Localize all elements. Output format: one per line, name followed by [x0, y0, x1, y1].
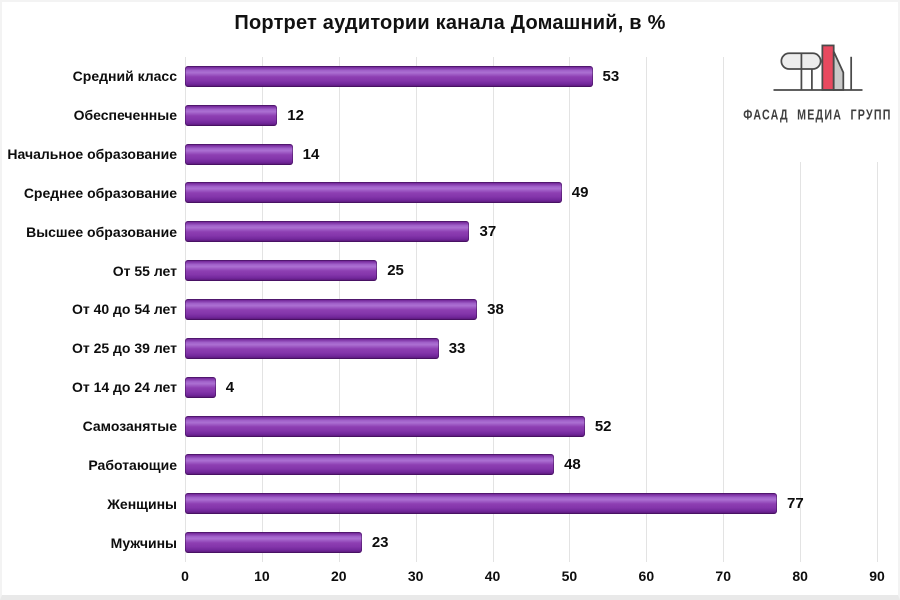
value-label: 53 — [602, 67, 620, 85]
bar-track: 4 — [185, 376, 877, 398]
bar-track: 77 — [185, 493, 877, 515]
category-label: Работающие — [88, 456, 177, 473]
bar — [185, 493, 778, 515]
gridline — [492, 57, 494, 562]
value-label: 52 — [594, 417, 612, 435]
value-label: 23 — [371, 534, 389, 552]
x-tick-label: 30 — [407, 568, 424, 584]
value-label: 77 — [787, 495, 804, 513]
bar-rows: Средний класс 53 Обеспеченные 12 Начальное о… — [2, 57, 900, 562]
bar — [185, 376, 216, 398]
bar-row: Самозанятые 52 — [2, 407, 900, 446]
bar — [185, 182, 562, 204]
bar-track: 14 — [185, 143, 877, 165]
x-tick-label: 60 — [638, 568, 655, 584]
x-tick-label: 40 — [484, 568, 501, 584]
bar — [185, 415, 585, 437]
value-label: 25 — [387, 262, 404, 280]
bar-track: 23 — [185, 532, 877, 554]
value-label: 38 — [487, 300, 504, 318]
x-tick-label: 70 — [715, 568, 732, 584]
bar — [185, 221, 470, 243]
x-tick-label: 0 — [181, 568, 189, 584]
bar-row: Мужчины 23 — [2, 523, 900, 562]
gridline — [723, 57, 725, 562]
bar-row: От 25 до 39 лет 33 — [2, 329, 900, 368]
value-label: 4 — [225, 378, 235, 396]
value-label: 14 — [302, 145, 320, 163]
bar — [185, 104, 278, 126]
bar — [185, 454, 555, 476]
x-tick-label: 90 — [869, 568, 885, 584]
bar-track: 25 — [185, 260, 877, 282]
fasad-media-grupp-logo: ФАСАД МЕДИА ГРУПП — [740, 36, 895, 162]
bar-track: 33 — [185, 337, 877, 359]
logo-monogram-icon — [772, 44, 863, 91]
category-label: Самозанятые — [82, 418, 177, 435]
category-label: Начальное образование — [7, 146, 177, 163]
bar-row: Среднее образование 49 — [2, 174, 900, 213]
bar — [185, 532, 362, 554]
bar-track: 53 — [185, 65, 877, 87]
bar — [185, 298, 478, 320]
bar-row: От 55 лет 25 — [2, 251, 900, 290]
gridline — [800, 57, 802, 562]
bar-row: От 14 до 24 лет 4 — [2, 368, 900, 407]
bar-track: 48 — [185, 454, 877, 476]
x-tick-label: 80 — [792, 568, 808, 584]
bar-track: 52 — [185, 415, 877, 437]
bar-row: От 40 до 54 лет 38 — [2, 290, 900, 329]
category-label: От 14 до 24 лет — [71, 379, 177, 396]
gridline — [569, 57, 571, 562]
value-label: 37 — [479, 223, 497, 241]
bar-track: 49 — [185, 182, 877, 204]
x-tick-label: 20 — [330, 568, 347, 584]
bar-row: Высшее образование 37 — [2, 212, 900, 251]
bar-track: 37 — [185, 221, 877, 243]
x-tick-label: 10 — [254, 568, 270, 584]
logo-text: ФАСАД МЕДИА ГРУПП — [743, 106, 892, 123]
category-label: Средний класс — [72, 68, 177, 85]
bar — [185, 337, 439, 359]
category-label: От 25 до 39 лет — [71, 340, 177, 357]
value-label: 33 — [448, 339, 466, 357]
bar-track: 12 — [185, 104, 877, 126]
category-label: Обеспеченные — [73, 107, 177, 124]
bar-row: Обеспеченные 12 — [2, 96, 900, 135]
bar-row: Женщины 77 — [2, 484, 900, 523]
chart-title: Портрет аудитории канала Домашний, в % — [234, 12, 666, 34]
x-tick-label: 50 — [561, 568, 578, 584]
category-label: От 55 лет — [112, 262, 177, 279]
bar — [185, 143, 293, 165]
bar — [185, 65, 593, 87]
bar — [185, 260, 378, 282]
gridline — [877, 57, 878, 562]
category-label: Среднее образование — [23, 184, 177, 201]
value-label: 49 — [571, 184, 589, 202]
x-axis: 0 10 20 30 40 50 60 70 80 90 — [181, 564, 885, 588]
gridline — [646, 57, 648, 562]
bar-row: Начальное образование 14 — [2, 135, 900, 174]
category-label: Женщины — [107, 495, 177, 512]
category-label: Высшее образование — [26, 223, 177, 240]
category-label: От 40 до 54 лет — [71, 301, 177, 318]
value-label: 48 — [564, 456, 581, 474]
value-label: 12 — [287, 106, 304, 124]
bar-row: Средний класс 53 — [2, 57, 900, 96]
bar-track: 38 — [185, 298, 877, 320]
bar-row: Работающие 48 — [2, 445, 900, 484]
category-label: Мужчины — [110, 534, 177, 551]
